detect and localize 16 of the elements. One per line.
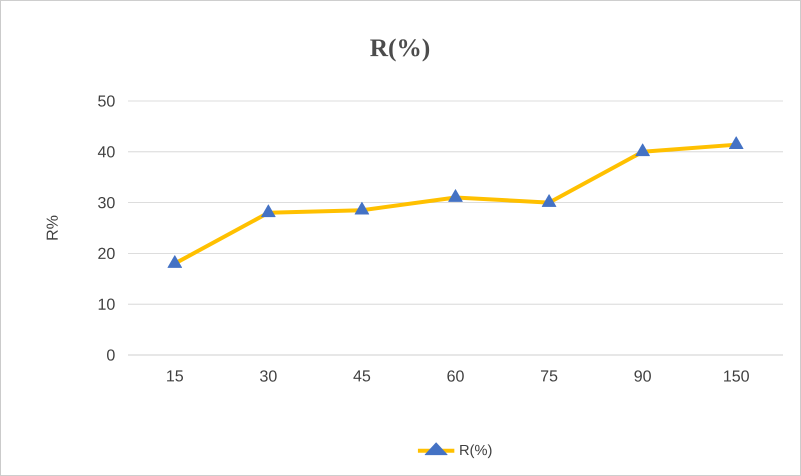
x-tick-label: 15	[167, 370, 183, 382]
x-tick-label: 60	[447, 370, 464, 382]
x-tick-label: 45	[353, 370, 370, 382]
y-tick-label: 50	[98, 95, 115, 107]
y-tick-label: 0	[107, 349, 115, 361]
y-axis-title: R%	[46, 216, 58, 240]
y-tick-label: 10	[98, 298, 115, 310]
y-tick-label: 40	[98, 146, 115, 158]
x-tick-label: 150	[724, 370, 749, 382]
chart-title: R(%)	[370, 38, 430, 62]
legend-label: R(%)	[460, 444, 492, 458]
x-tick-label: 90	[634, 370, 651, 382]
y-tick-label: 20	[98, 248, 115, 260]
x-tick-label: 30	[260, 370, 277, 382]
x-tick-label: 75	[540, 370, 558, 382]
y-tick-label: 30	[98, 196, 115, 208]
